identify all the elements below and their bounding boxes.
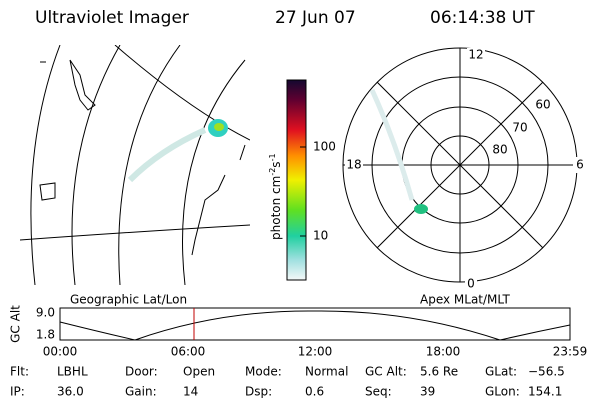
- info-label: Dsp:: [245, 385, 272, 399]
- x-tick-label: 12:00: [298, 345, 333, 359]
- exponent: -2: [268, 168, 277, 176]
- info-label: Seq:: [365, 385, 392, 399]
- aurora-glow: [127, 127, 207, 183]
- y-tick-label: 1.8: [36, 328, 55, 342]
- label-bg: [465, 276, 477, 290]
- info-panel: Flt: LBHL Door: Open Mode: Normal GC Alt: 5.6 R…: [10, 365, 565, 399]
- altitude-curve: [59, 310, 571, 341]
- grid-line: [118, 45, 181, 285]
- info-value: Normal: [305, 365, 348, 379]
- grid-line: [20, 224, 250, 241]
- timeline-frame: [59, 307, 571, 341]
- info-value: LBHL: [57, 365, 88, 379]
- geographic-map: [20, 45, 250, 285]
- exponent: -1: [268, 153, 277, 161]
- meridian: [376, 81, 544, 249]
- info-value: Open: [183, 365, 215, 379]
- x-tick-label: 18:00: [426, 345, 461, 359]
- info-value: 154.1: [528, 385, 562, 399]
- aurora-spot: [414, 204, 428, 214]
- title: Ultraviolet Imager: [35, 8, 189, 28]
- mlat-label: 60: [535, 98, 550, 112]
- info-label: Flt:: [10, 365, 29, 379]
- time: 06:14:38 UT: [430, 8, 535, 28]
- info-value: 39: [420, 385, 435, 399]
- info-value: 14: [183, 385, 198, 399]
- info-label: GLat:: [485, 365, 517, 379]
- info-label: GC Alt:: [365, 365, 407, 379]
- grid-line: [71, 45, 121, 285]
- grid-line: [30, 45, 61, 285]
- mlt-label: 12: [468, 48, 483, 62]
- info-label: Gain:: [125, 385, 157, 399]
- date: 27 Jun 07: [275, 8, 356, 28]
- grid-line: [114, 45, 250, 141]
- colorbar-tick-label: 10: [313, 229, 328, 243]
- info-value: 36.0: [57, 385, 84, 399]
- label-bg: [573, 157, 585, 173]
- grid-line: [182, 59, 246, 285]
- x-tick-label: 23:59: [553, 345, 588, 359]
- info-label: GLon:: [485, 385, 520, 399]
- polar-plot: 12 18 6 0 60 70 80: [342, 47, 585, 291]
- unit: photon cm: [269, 176, 283, 240]
- info-value: 0.6: [305, 385, 324, 399]
- info-label: IP:: [10, 385, 25, 399]
- mlt-label: 18: [346, 158, 361, 172]
- coastline: [39, 182, 56, 201]
- mlat-label: 70: [512, 121, 527, 135]
- unit: s: [269, 161, 283, 167]
- mlat-label: 80: [492, 143, 507, 157]
- coastline: [191, 144, 246, 256]
- colorbar-label: photon cm-2s-1: [268, 153, 283, 240]
- info-value: 5.6 Re: [420, 365, 458, 379]
- x-tick-label: 00:00: [43, 345, 78, 359]
- coastline: [69, 59, 96, 111]
- x-tick-label: 06:00: [171, 345, 206, 359]
- y-axis-label: GC Alt: [9, 305, 23, 343]
- panel-title: Geographic Lat/Lon: [70, 293, 187, 307]
- mlt-label: 6: [576, 158, 584, 172]
- aurora-spot: [214, 123, 224, 131]
- info-value: −56.5: [528, 365, 565, 379]
- info-label: Door:: [125, 365, 158, 379]
- info-label: Mode:: [245, 365, 282, 379]
- colorbar: [286, 79, 307, 281]
- panel-title: Apex MLat/MLT: [420, 293, 510, 307]
- y-tick-label: 9.0: [36, 306, 55, 320]
- colorbar-tick-label: 100: [313, 140, 336, 154]
- label-bg: [467, 48, 485, 62]
- mlt-label: 0: [467, 277, 475, 291]
- label-bg: [345, 157, 363, 173]
- aurora-glow: [369, 88, 415, 201]
